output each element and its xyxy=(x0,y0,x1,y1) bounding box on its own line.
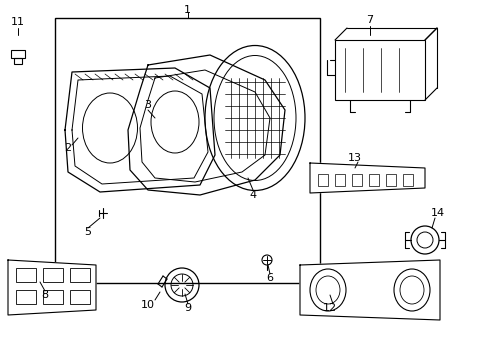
Bar xyxy=(403,174,413,186)
Bar xyxy=(14,58,22,64)
Bar xyxy=(386,174,396,186)
Bar xyxy=(43,268,63,282)
Text: 2: 2 xyxy=(65,143,72,153)
Bar xyxy=(335,174,345,186)
Bar xyxy=(70,268,90,282)
Text: 11: 11 xyxy=(11,17,25,27)
Text: 6: 6 xyxy=(267,273,273,283)
Text: 9: 9 xyxy=(184,303,192,313)
Bar xyxy=(70,290,90,304)
Text: 4: 4 xyxy=(249,190,257,200)
Bar xyxy=(16,268,36,282)
Polygon shape xyxy=(8,260,96,315)
Text: 5: 5 xyxy=(84,227,92,237)
Text: 14: 14 xyxy=(431,208,445,218)
Text: 10: 10 xyxy=(141,300,155,310)
Bar xyxy=(352,174,362,186)
Text: 12: 12 xyxy=(323,303,337,313)
Bar xyxy=(16,290,36,304)
Bar xyxy=(335,40,425,100)
Bar xyxy=(43,290,63,304)
Bar xyxy=(318,174,328,186)
Bar xyxy=(11,50,25,58)
Text: 3: 3 xyxy=(145,100,151,110)
Text: 8: 8 xyxy=(42,290,49,300)
Bar xyxy=(369,174,379,186)
Text: 7: 7 xyxy=(367,15,373,25)
Text: 1: 1 xyxy=(184,5,191,15)
Polygon shape xyxy=(310,163,425,193)
Bar xyxy=(55,18,320,283)
Text: 13: 13 xyxy=(348,153,362,163)
Polygon shape xyxy=(300,260,440,320)
